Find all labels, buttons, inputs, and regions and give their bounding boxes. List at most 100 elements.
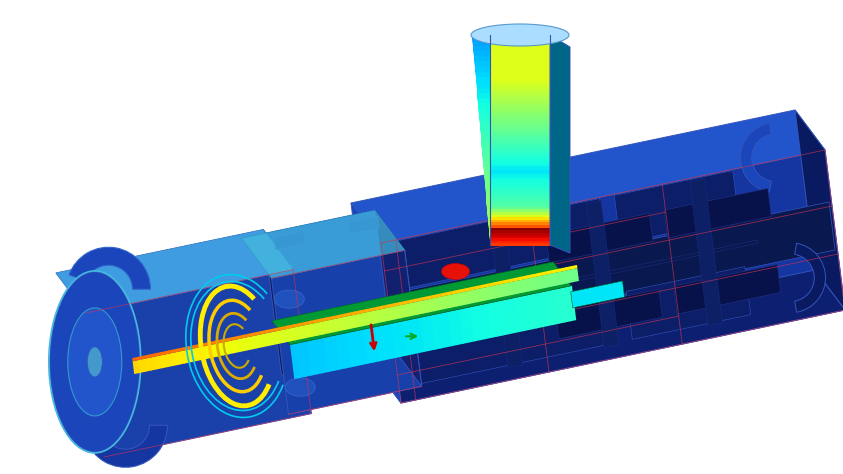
Bar (490, 47, 550, 52)
Polygon shape (438, 296, 446, 310)
Bar (490, 79, 550, 83)
Polygon shape (419, 316, 430, 352)
Bar (490, 92, 550, 96)
Polygon shape (454, 289, 461, 294)
Bar (490, 58, 550, 62)
Polygon shape (485, 187, 490, 192)
Polygon shape (478, 109, 490, 114)
Polygon shape (227, 340, 235, 355)
Bar (490, 181, 550, 186)
Polygon shape (543, 291, 554, 326)
Polygon shape (343, 316, 352, 330)
Polygon shape (194, 347, 201, 361)
Polygon shape (399, 304, 407, 319)
Polygon shape (393, 302, 400, 307)
Ellipse shape (274, 290, 304, 308)
Polygon shape (475, 72, 490, 77)
Polygon shape (571, 265, 577, 269)
Polygon shape (489, 235, 490, 240)
Polygon shape (532, 273, 539, 278)
Bar (490, 118, 550, 123)
Polygon shape (427, 298, 435, 312)
Bar (490, 171, 550, 175)
Wedge shape (86, 425, 168, 467)
Polygon shape (565, 266, 572, 271)
Polygon shape (177, 351, 185, 365)
Polygon shape (526, 294, 537, 330)
Polygon shape (464, 307, 475, 343)
Polygon shape (431, 314, 441, 350)
Bar (490, 97, 550, 101)
Polygon shape (171, 352, 180, 366)
Polygon shape (515, 276, 522, 281)
Polygon shape (432, 297, 440, 311)
Polygon shape (543, 271, 550, 275)
Bar (490, 155, 550, 159)
Polygon shape (199, 343, 206, 347)
Bar (490, 183, 550, 188)
Polygon shape (509, 298, 520, 333)
Polygon shape (360, 309, 367, 314)
Polygon shape (298, 322, 305, 327)
Polygon shape (263, 229, 311, 414)
Polygon shape (238, 335, 244, 339)
Polygon shape (626, 266, 751, 339)
Bar (490, 105, 550, 109)
Polygon shape (392, 199, 605, 290)
Polygon shape (481, 129, 490, 135)
Polygon shape (490, 221, 523, 368)
Polygon shape (471, 289, 479, 303)
Polygon shape (293, 323, 300, 328)
Polygon shape (371, 307, 378, 311)
Bar (490, 115, 550, 120)
Polygon shape (421, 296, 427, 301)
Polygon shape (260, 333, 268, 347)
Polygon shape (482, 156, 490, 161)
Polygon shape (545, 213, 652, 263)
Polygon shape (404, 300, 411, 304)
Polygon shape (271, 328, 277, 332)
Polygon shape (327, 319, 335, 333)
Polygon shape (476, 82, 490, 88)
Polygon shape (216, 343, 223, 356)
Polygon shape (371, 310, 379, 324)
Ellipse shape (471, 24, 569, 46)
Polygon shape (442, 311, 453, 347)
Polygon shape (504, 299, 514, 334)
Polygon shape (282, 328, 290, 343)
Bar (490, 94, 550, 99)
Polygon shape (56, 229, 293, 313)
Bar (490, 212, 550, 217)
Bar (490, 76, 550, 81)
Polygon shape (481, 140, 490, 145)
Bar (490, 139, 550, 144)
Bar (490, 89, 550, 94)
Polygon shape (560, 267, 566, 272)
Polygon shape (504, 279, 511, 283)
Polygon shape (480, 124, 490, 129)
Bar (490, 126, 550, 130)
Polygon shape (249, 332, 255, 337)
Polygon shape (271, 250, 422, 414)
Bar (490, 68, 550, 73)
Polygon shape (149, 356, 157, 371)
Polygon shape (470, 306, 481, 341)
Polygon shape (368, 327, 379, 363)
Polygon shape (475, 66, 490, 72)
Bar (490, 144, 550, 149)
Wedge shape (740, 123, 771, 192)
Polygon shape (397, 321, 407, 357)
Bar (490, 191, 550, 196)
Bar (490, 100, 550, 104)
Polygon shape (476, 88, 490, 93)
Polygon shape (357, 329, 368, 365)
Polygon shape (383, 308, 390, 322)
Polygon shape (160, 351, 167, 356)
Bar (490, 189, 550, 193)
Bar (490, 165, 550, 170)
Polygon shape (313, 339, 323, 374)
Polygon shape (274, 231, 305, 250)
Bar (490, 220, 550, 225)
Polygon shape (272, 262, 572, 345)
Polygon shape (475, 77, 490, 82)
